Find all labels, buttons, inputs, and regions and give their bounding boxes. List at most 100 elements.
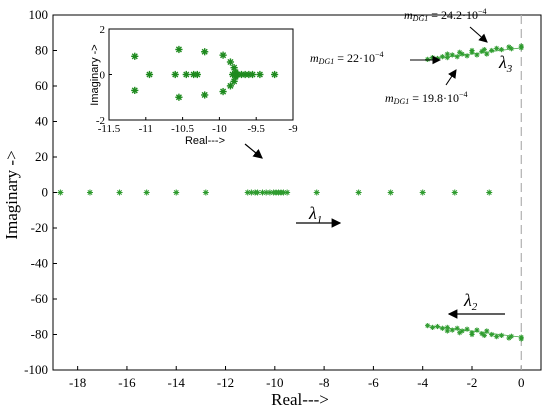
inset-data-point	[201, 48, 209, 56]
data-point	[355, 189, 362, 196]
mdg-annotation-mid: mDG1 = 22·10−4	[310, 50, 384, 66]
data-point	[454, 325, 460, 331]
inset-data-point	[219, 87, 227, 96]
x-tick-label: -10	[266, 375, 283, 390]
y-tick-label: -80	[31, 327, 48, 342]
y-tick-label: -100	[24, 362, 48, 377]
data-point	[454, 54, 460, 60]
inset-data-point	[271, 70, 279, 79]
data-point	[439, 54, 446, 60]
data-point	[457, 330, 463, 336]
y-tick-label: 100	[29, 7, 49, 22]
lambda1-label: λ1	[308, 203, 322, 226]
inset-y-tick-label: -2	[96, 115, 105, 127]
data-point	[173, 189, 180, 196]
x-tick-label: -2	[467, 375, 478, 390]
inset-x-tick-label: -9.5	[247, 123, 265, 135]
inset-x-tick-label: -10	[212, 123, 227, 135]
inset-data-point	[201, 91, 209, 99]
data-point	[506, 44, 512, 50]
inset-data-point	[248, 70, 257, 79]
inset-x-label: Real--->	[185, 135, 225, 147]
y-tick-label: -40	[31, 256, 48, 271]
inset-data-point	[131, 86, 139, 95]
x-tick-label: 0	[518, 375, 525, 390]
inset-data-point	[182, 70, 190, 79]
data-point	[457, 49, 463, 55]
data-point	[489, 47, 495, 54]
mdg-annotation-high: mDG1 = 24.2·10−4	[404, 7, 487, 23]
inset-x-tick-label: -11	[139, 123, 153, 135]
main-axis-ticks: -18 -16 -14 -12 -10 -8 -6 -4 -2 0100806040200-20-…	[24, 7, 524, 390]
data-point	[248, 189, 255, 196]
inset-data-point	[175, 93, 183, 101]
data-point	[116, 189, 123, 196]
data-point	[313, 189, 320, 196]
data-point	[486, 189, 493, 196]
data-point	[498, 47, 505, 53]
data-point	[444, 51, 450, 57]
inset-frame	[108, 28, 294, 121]
data-point	[481, 332, 487, 338]
data-point	[494, 334, 500, 340]
x-tick-label: -6	[368, 375, 379, 390]
inset-data-point	[171, 70, 179, 79]
data-point	[498, 332, 505, 338]
x-tick-label: -8	[319, 375, 330, 390]
zoom-arrow	[244, 143, 263, 159]
data-point	[86, 189, 93, 196]
inset-data-point	[226, 58, 235, 66]
y-tick-label: 0	[42, 185, 49, 200]
data-point	[506, 335, 512, 341]
inset-data-point	[219, 51, 227, 59]
data-point	[469, 47, 475, 54]
data-point	[451, 189, 458, 196]
inset-axis-ticks: -11.5 -11 -10.5 -10 -9.5 -9 2 0 -2	[96, 24, 298, 135]
data-point	[284, 189, 291, 196]
x-tick-label: -18	[69, 375, 86, 390]
data-point	[143, 189, 150, 196]
lambda2-label: λ2	[463, 290, 478, 313]
inset-x-tick-label: -11.5	[98, 123, 121, 135]
inset-x-tick-label: -9	[288, 123, 298, 135]
data-point	[419, 189, 426, 196]
x-tick-label: -14	[168, 375, 186, 390]
data-point	[481, 47, 487, 53]
inset-y-tick-label: 0	[100, 70, 106, 82]
inset-data-point	[145, 70, 154, 79]
x-tick-label: -4	[417, 375, 428, 390]
y-tick-label: -60	[31, 291, 48, 306]
inset-data-points	[131, 45, 279, 101]
inset-data-point	[230, 64, 238, 72]
data-point	[489, 331, 495, 338]
data-point	[439, 325, 446, 331]
y-tick-label: 60	[35, 78, 48, 93]
cluster-trace	[427, 325, 522, 338]
data-point	[202, 189, 209, 196]
y-axis-label: Imaginary ->	[2, 150, 21, 239]
main-data-points	[57, 43, 524, 342]
data-point	[429, 324, 436, 330]
inset-y-tick-label: 2	[100, 24, 106, 36]
data-point	[387, 189, 394, 196]
lambda3-label: λ3	[498, 52, 513, 75]
mdg-annotation-low: mDG1 = 19.8·10−4	[385, 90, 468, 106]
data-point	[469, 331, 475, 338]
inset-data-point	[193, 70, 201, 79]
x-axis-label: Real--->	[271, 390, 329, 409]
data-point	[444, 328, 450, 334]
y-tick-label: -20	[31, 220, 48, 235]
y-tick-label: 40	[35, 114, 48, 129]
data-point	[429, 55, 436, 61]
inset-data-point	[175, 45, 183, 54]
data-point	[518, 43, 524, 49]
inset-data-point	[131, 52, 139, 60]
data-point	[494, 45, 500, 51]
mdg-low-arrow	[445, 69, 457, 86]
x-tick-label: -12	[217, 375, 234, 390]
inset-data-point	[256, 70, 264, 79]
inset-y-label: Imaginary ->	[89, 44, 101, 105]
y-tick-label: 80	[35, 43, 48, 58]
mdg-high-arrow	[469, 26, 488, 43]
